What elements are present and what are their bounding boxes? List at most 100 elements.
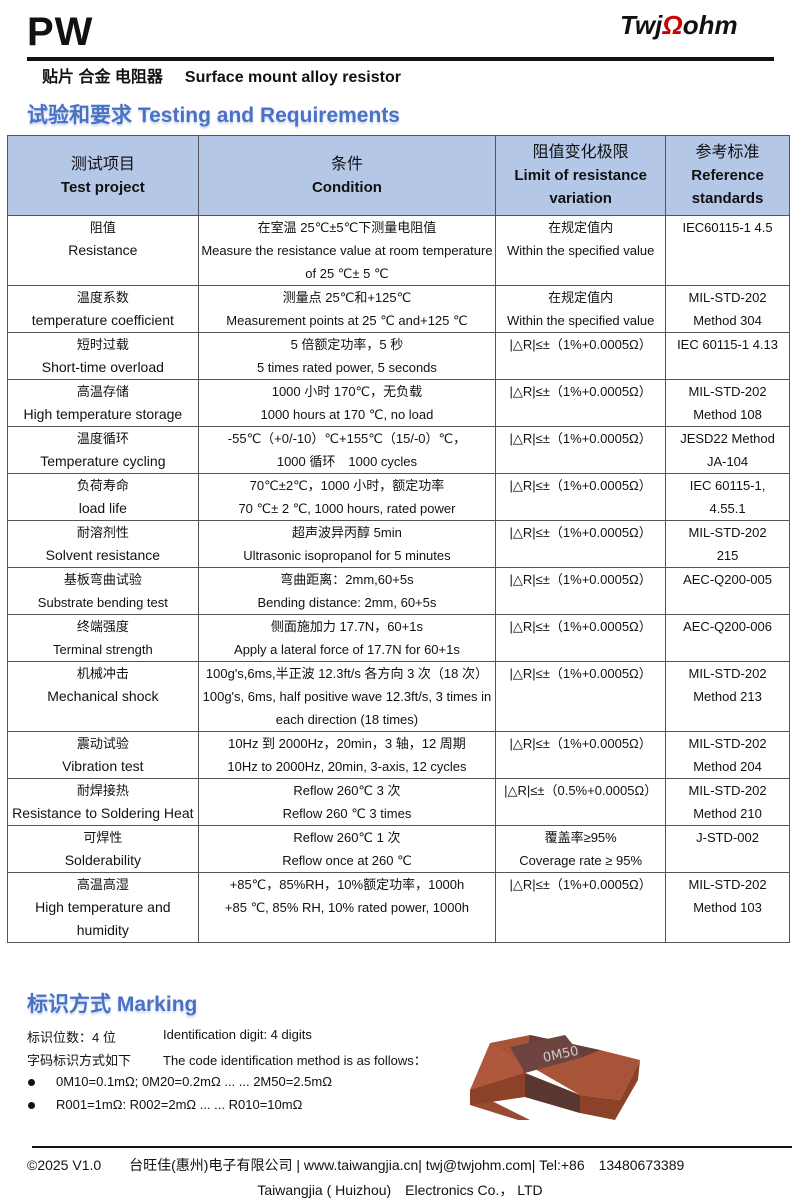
header-en: Condition bbox=[311, 178, 382, 196]
column-header: 参考标准 Reference standards bbox=[665, 135, 790, 216]
limit: |△R|≤±（1%+0.0005Ω） bbox=[495, 567, 667, 615]
test-project: 温度系数 temperature coefficient bbox=[7, 285, 199, 333]
footer-company: Taiwangjia ( Huizhou) Electronics Co.， L… bbox=[257, 1182, 543, 1198]
divider bbox=[27, 57, 774, 61]
header-cn: 测试项目 bbox=[70, 155, 135, 173]
table-row: 短时过载 Short-time overload 5 倍额定功率，5 秒 5 time… bbox=[7, 332, 790, 380]
company-logo: TwjΩohm bbox=[620, 10, 738, 40]
limit: |△R|≤±（1%+0.0005Ω） bbox=[495, 473, 667, 521]
table-row: 高温存储 High temperature storage 1000 小时 170℃… bbox=[7, 379, 790, 427]
table-row: 耐溶剂性 Solvent resistance 超声波异丙醇 5min Ultraso… bbox=[7, 520, 790, 568]
table-row: 机械冲击 Mechanical shock 100g's,6ms,半正波 12.3f… bbox=[7, 661, 790, 732]
header-cn: 阻值变化极限 bbox=[532, 144, 629, 161]
reference-standard: AEC-Q200-006 bbox=[665, 614, 790, 662]
footer-contact: ©2025 V1.0 台旺佳(惠州)电子有限公司 | www.taiwangji… bbox=[27, 1157, 685, 1173]
project-cn: 高温高湿 bbox=[76, 877, 129, 892]
table-row: 温度循环 Temperature cycling -55℃（+0/-10）℃+155… bbox=[7, 426, 790, 474]
column-header: 阻值变化极限 Limit of resistance variation bbox=[495, 135, 667, 216]
section-heading-testing: 试验和要求 Testing and Requirements bbox=[27, 104, 400, 127]
table-row: 耐焊接热 Resistance to Soldering Heat Reflow 2… bbox=[7, 778, 790, 826]
limit: |△R|≤±（1%+0.0005Ω） bbox=[495, 520, 667, 568]
condition: 10Hz 到 2000Hz，20min，3 轴，12 周期 10Hz to 200… bbox=[197, 731, 497, 779]
bullet-icon bbox=[28, 1079, 35, 1086]
marking-digits-en: Identification digit: 4 digits bbox=[163, 1027, 312, 1042]
limit-line: Coverage rate ≥ 95% bbox=[519, 853, 643, 868]
test-project: 高温高湿 High temperature and humidity bbox=[7, 872, 199, 943]
reference-standard: J-STD-002 bbox=[665, 825, 790, 873]
project-cn: 基板弯曲试验 bbox=[63, 572, 142, 587]
project-en: Short-time overload bbox=[41, 359, 164, 375]
project-en: Solvent resistance bbox=[45, 547, 161, 563]
limit-line: 在规定值内 bbox=[548, 290, 614, 305]
condition-line: 5 times rated power, 5 seconds bbox=[256, 360, 437, 375]
limit-line: |△R|≤±（1%+0.0005Ω） bbox=[509, 478, 652, 493]
condition-line: 100g's,6ms,半正波 12.3ft/s 各方向 3 次（18 次） bbox=[205, 666, 488, 681]
condition-line: 测量点 25℃和+125℃ bbox=[282, 290, 412, 305]
limit-line: Within the specified value bbox=[506, 243, 655, 258]
limit: |△R|≤±（1%+0.0005Ω） bbox=[495, 426, 667, 474]
reference-standard: AEC-Q200-005 bbox=[665, 567, 790, 615]
limit: |△R|≤±（1%+0.0005Ω） bbox=[495, 332, 667, 380]
project-cn: 温度循环 bbox=[76, 431, 129, 446]
test-project: 机械冲击 Mechanical shock bbox=[7, 661, 199, 732]
test-project: 阻值 Resistance bbox=[7, 215, 199, 286]
marking-method-en: The code identification method is as fol… bbox=[163, 1053, 427, 1068]
condition-line: 10Hz to 2000Hz, 20min, 3-axis, 12 cycles bbox=[227, 759, 467, 774]
condition-line: 1000 循环 1000 cycles bbox=[276, 454, 418, 469]
table-row: 温度系数 temperature coefficient 测量点 25℃和+125℃… bbox=[7, 285, 790, 333]
project-cn: 短时过载 bbox=[76, 337, 129, 352]
limit-line: |△R|≤±（1%+0.0005Ω） bbox=[509, 384, 652, 399]
marking-example-1: 0M10=0.1mΩ; 0M20=0.2mΩ ... ... 2M50=2.5m… bbox=[56, 1074, 332, 1089]
marking-example-2: R001=1mΩ: R002=2mΩ ... ... R010=10mΩ bbox=[56, 1097, 303, 1112]
condition-line: 10Hz 到 2000Hz，20min，3 轴，12 周期 bbox=[228, 736, 466, 751]
test-project: 高温存储 High temperature storage bbox=[7, 379, 199, 427]
table-row: 基板弯曲试验 Substrate bending test 弯曲距离：2mm,60+… bbox=[7, 567, 790, 615]
header-cn: 参考标准 bbox=[695, 144, 760, 161]
test-project: 耐焊接热 Resistance to Soldering Heat bbox=[7, 778, 199, 826]
project-en: Solderability bbox=[64, 852, 141, 868]
table-row: 震动试验 Vibration test 10Hz 到 2000Hz，20min，3 … bbox=[7, 731, 790, 779]
limit-line: |△R|≤±（1%+0.0005Ω） bbox=[509, 877, 652, 892]
subtitle-cn: 贴片 合金 电阻器 bbox=[42, 69, 163, 86]
limit-line: 在规定值内 bbox=[548, 220, 614, 235]
project-cn: 可焊性 bbox=[83, 830, 123, 845]
condition: 70℃±2℃，1000 小时，额定功率 70 ℃± 2 ℃, 1000 hours… bbox=[197, 473, 497, 521]
condition: -55℃（+0/-10）℃+155℃（15/-0）℃， 1000 循环 1000 … bbox=[197, 426, 497, 474]
project-en: load life bbox=[78, 500, 127, 516]
limit: |△R|≤±（1%+0.0005Ω） bbox=[495, 661, 667, 732]
test-project: 温度循环 Temperature cycling bbox=[7, 426, 199, 474]
test-project: 耐溶剂性 Solvent resistance bbox=[7, 520, 199, 568]
project-en: Terminal strength bbox=[52, 642, 153, 657]
condition-line: 弯曲距离：2mm,60+5s bbox=[280, 572, 414, 587]
table-row: 阻值 Resistance 在室温 25℃±5℃下测量电阻值 Measure the … bbox=[7, 215, 790, 286]
condition-line: 1000 hours at 170 ℃, no load bbox=[260, 407, 434, 422]
condition-line: +85℃，85%RH，10%额定功率，1000h bbox=[229, 877, 465, 892]
condition: 超声波异丙醇 5min Ultrasonic isopropanol for 5 … bbox=[197, 520, 497, 568]
test-project: 终端强度 Terminal strength bbox=[7, 614, 199, 662]
condition-line: 5 倍额定功率，5 秒 bbox=[290, 337, 404, 352]
chip-marking-label: 0M50 bbox=[542, 1044, 580, 1066]
condition: 1000 小时 170℃，无负载 1000 hours at 170 ℃, no … bbox=[197, 379, 497, 427]
project-en: Vibration test bbox=[62, 758, 144, 774]
limit-line: |△R|≤±（1%+0.0005Ω） bbox=[509, 431, 652, 446]
project-en: temperature coefficient bbox=[31, 312, 174, 328]
reference-standard: IEC60115-1 4.5 bbox=[665, 215, 790, 286]
condition: Reflow 260℃ 3 次 Reflow 260 ℃ 3 times bbox=[197, 778, 497, 826]
subtitle: 贴片 合金 电阻器 Surface mount alloy resistor bbox=[42, 63, 423, 87]
project-en: Resistance bbox=[68, 242, 138, 258]
condition-line: Apply a lateral force of 17.7N for 60+1s bbox=[234, 642, 460, 657]
condition-line: Reflow 260 ℃ 3 times bbox=[282, 806, 412, 821]
limit: 在规定值内 Within the specified value bbox=[495, 215, 667, 286]
header-cn: 条件 bbox=[330, 155, 363, 173]
condition-line: -55℃（+0/-10）℃+155℃（15/-0）℃， bbox=[227, 431, 467, 446]
marking-digits-cn: 标识位数：4 位 bbox=[27, 1030, 116, 1045]
table-row: 可焊性 Solderability Reflow 260℃ 1 次 Reflow on… bbox=[7, 825, 790, 873]
reference-standard: MIL-STD-202 215 bbox=[665, 520, 790, 568]
limit-line: |△R|≤±（0.5%+0.0005Ω） bbox=[504, 783, 658, 798]
marking-method-cn: 字码标识方式如下 bbox=[27, 1053, 132, 1068]
project-cn: 负荷寿命 bbox=[76, 478, 129, 493]
bullet-icon bbox=[28, 1102, 35, 1109]
project-cn: 阻值 bbox=[89, 220, 116, 235]
limit-line: |△R|≤±（1%+0.0005Ω） bbox=[509, 666, 652, 681]
project-en: Substrate bending test bbox=[37, 595, 168, 610]
